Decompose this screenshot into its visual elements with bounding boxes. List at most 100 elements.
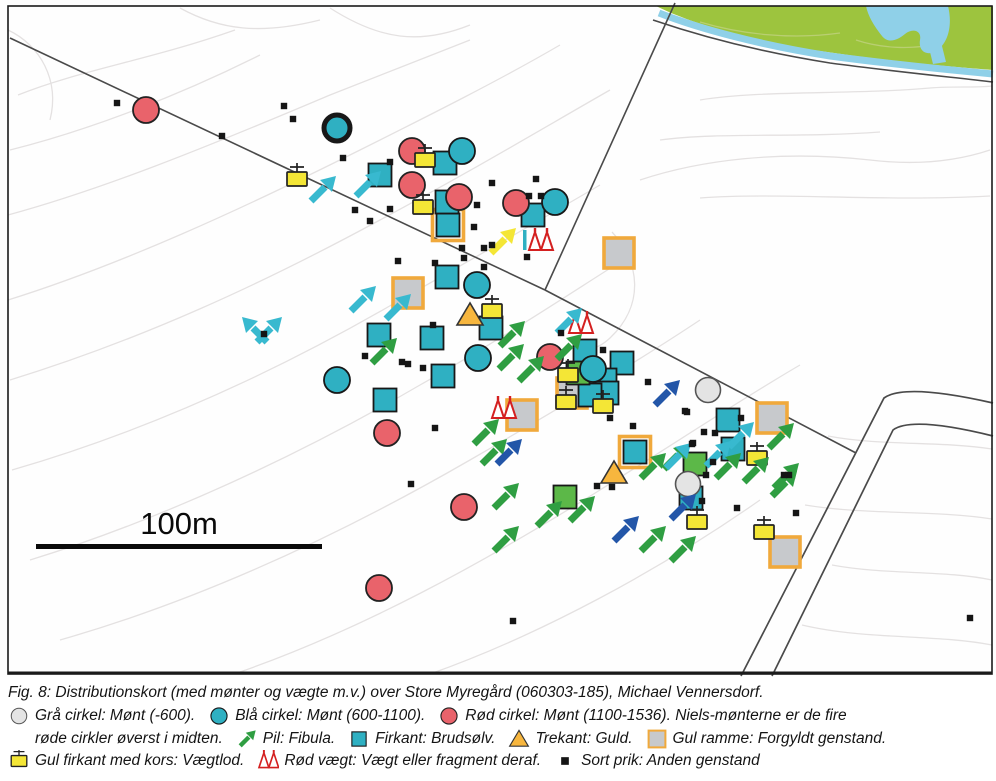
symbol-dot xyxy=(698,497,706,505)
scale-bar xyxy=(36,544,322,549)
symbol-circle-red xyxy=(445,183,473,211)
symbol-square-cyan xyxy=(419,325,445,351)
symbol-circle-red xyxy=(450,493,478,521)
legend: Grå cirkel: Mønt (-600). Blå cirkel: Mønt… xyxy=(8,705,992,773)
symbol-square-cyan xyxy=(434,264,460,290)
distribution-map: 100m xyxy=(7,2,994,677)
symbol-arrow-yellow xyxy=(488,228,516,256)
symbol-dot xyxy=(700,428,708,436)
symbol-arrow-green xyxy=(713,453,741,481)
symbol-arrow-green xyxy=(491,526,519,554)
symbol-circle-red xyxy=(132,96,160,124)
symbol-dot xyxy=(419,364,427,372)
symbol-arrow-green xyxy=(554,334,582,362)
symbol-square-cyan-framed xyxy=(617,434,653,470)
symbol-dot xyxy=(537,192,545,200)
legend-item: Rød vægt: Vægt eller fragment deraf. xyxy=(257,750,541,772)
symbol-dot xyxy=(361,352,369,360)
symbol-dot xyxy=(404,360,412,368)
symbol-square-cyan xyxy=(372,387,398,413)
symbol-circle-blue xyxy=(323,366,351,394)
symbol-dot xyxy=(629,422,637,430)
symbol-arrow-cyan xyxy=(726,422,754,450)
symbol-square-cyan xyxy=(478,315,504,341)
symbol-dot xyxy=(339,154,347,162)
symbol-circle-red xyxy=(373,419,401,447)
dot-icon xyxy=(561,757,569,766)
symbol-weight-yellow xyxy=(592,390,614,414)
symbol-triangle-gold xyxy=(599,459,629,484)
legend-item-text: Rød vægt: Vægt eller fragment deraf. xyxy=(284,752,542,770)
symbol-arrow-green xyxy=(741,457,769,485)
symbol-circle-blue xyxy=(321,112,353,144)
symbol-dot xyxy=(599,346,607,354)
symbol-dot xyxy=(523,253,531,261)
scale-label: 100m xyxy=(140,506,218,541)
field-boundaries xyxy=(9,2,857,454)
symbol-dot xyxy=(644,378,652,386)
square-gray-framed-icon xyxy=(647,729,666,749)
legend-item-text: Firkant: Brudsølv. xyxy=(375,729,496,747)
legend-item: Gul firkant med kors: Vægtlod. xyxy=(8,750,244,772)
symbol-dot xyxy=(429,321,437,329)
legend-item: Sort prik: Anden genstand xyxy=(554,750,760,772)
symbol-dot xyxy=(386,205,394,213)
circle-blue-icon xyxy=(210,707,228,725)
symbol-square-gray-framed xyxy=(768,535,802,569)
legend-item-text: Blå cirkel: Mønt (600-1100). xyxy=(235,707,426,725)
symbol-square-gray-framed xyxy=(602,236,636,270)
symbol-dot xyxy=(525,192,533,200)
symbol-arrow-blue xyxy=(652,380,680,408)
map-canvas xyxy=(7,2,994,677)
symbol-dot xyxy=(792,509,800,517)
contour-lines xyxy=(7,7,993,675)
legend-line-3: Gul firkant med kors: Vægtlod. Rød vægt: … xyxy=(8,750,992,773)
circle-red-icon xyxy=(440,707,458,725)
pond-channel xyxy=(928,42,946,64)
symbol-dot xyxy=(966,614,974,622)
legend-item: Trekant: Guld. xyxy=(508,728,633,750)
symbol-dot xyxy=(709,458,717,466)
symbol-arrow-green xyxy=(766,423,794,451)
symbol-arrow-green xyxy=(534,501,562,529)
legend-item: Grå cirkel: Mønt (-600). xyxy=(8,705,195,727)
symbol-dot xyxy=(509,617,517,625)
symbol-dot xyxy=(458,244,466,252)
symbol-weight-yellow xyxy=(286,163,308,187)
symbol-dot xyxy=(557,329,565,337)
legend-item: Gul ramme: Forgyldt genstand. xyxy=(646,728,887,750)
square-cyan-icon xyxy=(351,731,367,747)
green-field-area xyxy=(652,6,994,83)
symbol-weight-yellow xyxy=(557,359,579,383)
symbol-dot xyxy=(480,263,488,271)
symbol-dot xyxy=(532,175,540,183)
symbol-dot xyxy=(398,358,406,366)
symbol-arrow-green xyxy=(479,439,507,467)
symbol-dot xyxy=(473,201,481,209)
symbol-dot xyxy=(386,158,394,166)
legend-item-text: røde cirkler øverst i midten. xyxy=(35,729,223,747)
symbol-scales-red xyxy=(490,396,518,419)
symbol-dot xyxy=(351,206,359,214)
symbol-arrow-cyan xyxy=(348,286,376,314)
symbol-circle-red xyxy=(398,171,426,199)
legend-item-text: Rød cirkel: Mønt (1100-1536). Niels-mønt… xyxy=(465,707,847,725)
symbol-weight-yellow xyxy=(481,295,503,319)
symbol-dot xyxy=(488,179,496,187)
symbol-arrow-green xyxy=(491,483,519,511)
scales-red-icon xyxy=(258,750,280,769)
symbol-arrow-green xyxy=(638,526,666,554)
symbol-weight-yellow xyxy=(686,506,708,530)
symbol-circle-red xyxy=(365,574,393,602)
legend-item-text: Grå cirkel: Mønt (-600). xyxy=(35,707,196,725)
legend-item-text: Gul ramme: Forgyldt genstand. xyxy=(672,729,887,747)
symbol-dot xyxy=(280,102,288,110)
legend-item: røde cirkler øverst i midten. xyxy=(35,730,223,748)
symbol-dot xyxy=(785,471,793,479)
symbol-circle-blue xyxy=(579,355,607,383)
symbol-weight-yellow xyxy=(753,516,775,540)
symbol-dot xyxy=(737,414,745,422)
legend-item: Firkant: Brudsølv. xyxy=(348,728,495,750)
legend-item: Rød cirkel: Mønt (1100-1536). Niels-mønt… xyxy=(438,705,847,727)
symbol-dot xyxy=(407,480,415,488)
